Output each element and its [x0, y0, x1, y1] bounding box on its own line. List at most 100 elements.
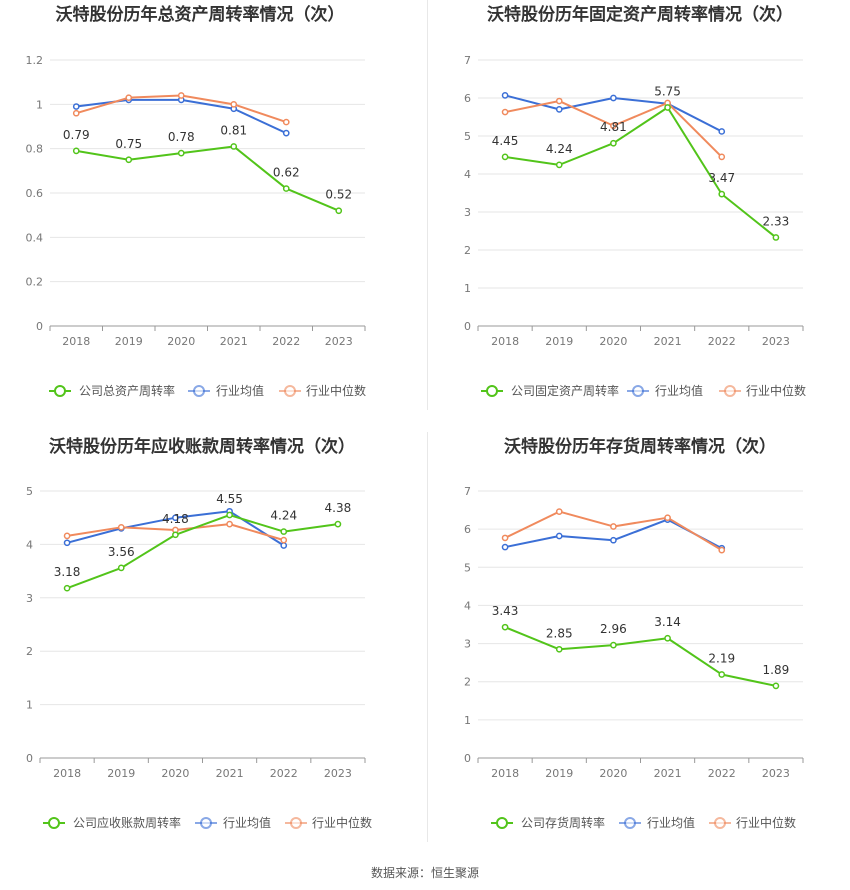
data-label: 2.96 — [600, 622, 627, 636]
data-point-company — [117, 564, 125, 572]
legend-label: 公司总资产周转率 — [79, 383, 175, 398]
x-tick-label: 2018 — [62, 335, 90, 348]
data-point-company — [72, 147, 80, 155]
legend-label: 行业均值 — [655, 383, 703, 398]
data-label: 0.81 — [220, 123, 247, 137]
data-label: 3.56 — [108, 545, 135, 559]
chart-fixed-asset-turnover: 沃特股份历年固定资产周转率情况（次） 0 1 2 3 4 5 6 7 2018 2019 2020 20… — [464, 4, 806, 398]
y-tick-label: 0.2 — [26, 276, 44, 289]
chart-title: 沃特股份历年应收账款周转率情况（次） — [49, 436, 355, 457]
y-tick-label: 2 — [26, 645, 33, 658]
data-point-avg — [72, 103, 80, 110]
x-tick-label: 2020 — [599, 767, 627, 780]
x-tick-label: 2018 — [53, 767, 81, 780]
data-point-avg — [555, 106, 563, 113]
y-tick-label: 1 — [464, 714, 471, 727]
legend-item-avg: 行业均值 — [619, 815, 695, 830]
y-tick-label: 5 — [26, 485, 33, 498]
legend-marker-icon — [54, 385, 66, 397]
y-tick-label: 0.4 — [26, 231, 44, 244]
data-label: 2.85 — [546, 626, 573, 640]
chart-title: 沃特股份历年总资产周转率情况（次） — [56, 4, 345, 25]
data-point-median — [230, 100, 238, 108]
x-tick-label: 2023 — [762, 767, 790, 780]
legend-item-company: 公司总资产周转率 — [49, 383, 175, 398]
data-label: 1.89 — [763, 663, 790, 677]
y-tick-label: 1.2 — [26, 54, 44, 67]
x-tick-label: 2019 — [545, 767, 573, 780]
y-tick-label: 6 — [464, 92, 471, 105]
data-point-median — [226, 520, 233, 528]
y-tick-label: 4 — [26, 538, 33, 551]
y-tick-label: 0 — [36, 320, 43, 333]
legend-marker-icon — [714, 817, 726, 829]
legend-marker-icon — [486, 385, 498, 397]
data-label: 4.45 — [492, 134, 519, 148]
column-divider-bottom — [427, 432, 428, 842]
series-line-company — [66, 514, 339, 590]
legend-label: 公司应收账款周转率 — [73, 815, 181, 830]
data-point-company — [230, 143, 238, 150]
legend-item-company: 公司固定资产周转率 — [481, 383, 619, 398]
data-point-median — [280, 536, 288, 544]
x-tick-label: 2023 — [325, 335, 353, 348]
data-point-company — [664, 104, 671, 111]
data-point-median — [664, 514, 671, 522]
data-label: 4.24 — [270, 509, 297, 523]
data-point-company — [555, 645, 563, 653]
legend-item-avg: 行业均值 — [195, 815, 271, 830]
data-point-avg — [501, 543, 509, 551]
y-tick-label: 3 — [464, 206, 471, 219]
series-line-company — [504, 106, 777, 239]
data-label: 4.81 — [600, 120, 627, 134]
y-tick-label: 5 — [464, 561, 471, 574]
data-point-company — [125, 156, 133, 164]
legend-marker-icon — [284, 385, 296, 397]
y-tick-label: 3 — [26, 592, 33, 605]
data-point-company — [772, 682, 780, 690]
data-point-avg — [501, 91, 509, 99]
data-label: 3.43 — [492, 604, 519, 618]
y-tick-label: 0 — [26, 752, 33, 765]
data-point-median — [718, 546, 726, 554]
legend-label: 公司存货周转率 — [521, 815, 605, 830]
data-point-company — [172, 531, 179, 539]
data-point-avg — [172, 514, 179, 522]
y-tick-label: 7 — [464, 485, 471, 498]
x-tick-label: 2021 — [220, 335, 248, 348]
y-tick-label: 4 — [464, 599, 471, 612]
legend-label: 行业中位数 — [312, 815, 372, 830]
x-tick-label: 2021 — [216, 767, 244, 780]
y-tick-label: 6 — [464, 523, 471, 536]
x-tick-label: 2018 — [491, 767, 519, 780]
data-point-median — [282, 118, 290, 126]
x-tick-label: 2023 — [324, 767, 352, 780]
data-label: 4.18 — [162, 512, 189, 526]
x-tick-label: 2019 — [107, 767, 135, 780]
data-point-median — [125, 94, 133, 102]
data-point-company — [610, 641, 617, 649]
data-label: 4.38 — [325, 501, 352, 515]
data-label: 0.62 — [273, 166, 300, 180]
data-point-median — [718, 153, 726, 161]
chart-inventory-turnover: 沃特股份历年存货周转率情况（次） 0 1 2 3 4 5 6 7 2018 2019 2020 2021… — [464, 436, 804, 830]
data-point-median — [177, 92, 185, 99]
data-label: 2.19 — [708, 651, 735, 665]
legend-item-avg: 行业均值 — [188, 383, 264, 398]
x-tick-label: 2020 — [167, 335, 195, 348]
x-tick-label: 2022 — [272, 335, 300, 348]
legend-marker-icon — [193, 385, 205, 397]
legend-item-median: 行业中位数 — [719, 383, 806, 398]
y-tick-label: 5 — [464, 130, 471, 143]
legend-label: 行业中位数 — [306, 383, 366, 398]
legend-label: 行业中位数 — [746, 383, 806, 398]
column-divider-top — [427, 0, 428, 410]
data-point-company — [177, 149, 185, 157]
data-point-company — [335, 207, 343, 215]
chart-title: 沃特股份历年固定资产周转率情况（次） — [487, 4, 793, 25]
x-tick-label: 2019 — [115, 335, 143, 348]
x-tick-label: 2023 — [762, 335, 790, 348]
legend-item-avg: 行业均值 — [627, 383, 703, 398]
